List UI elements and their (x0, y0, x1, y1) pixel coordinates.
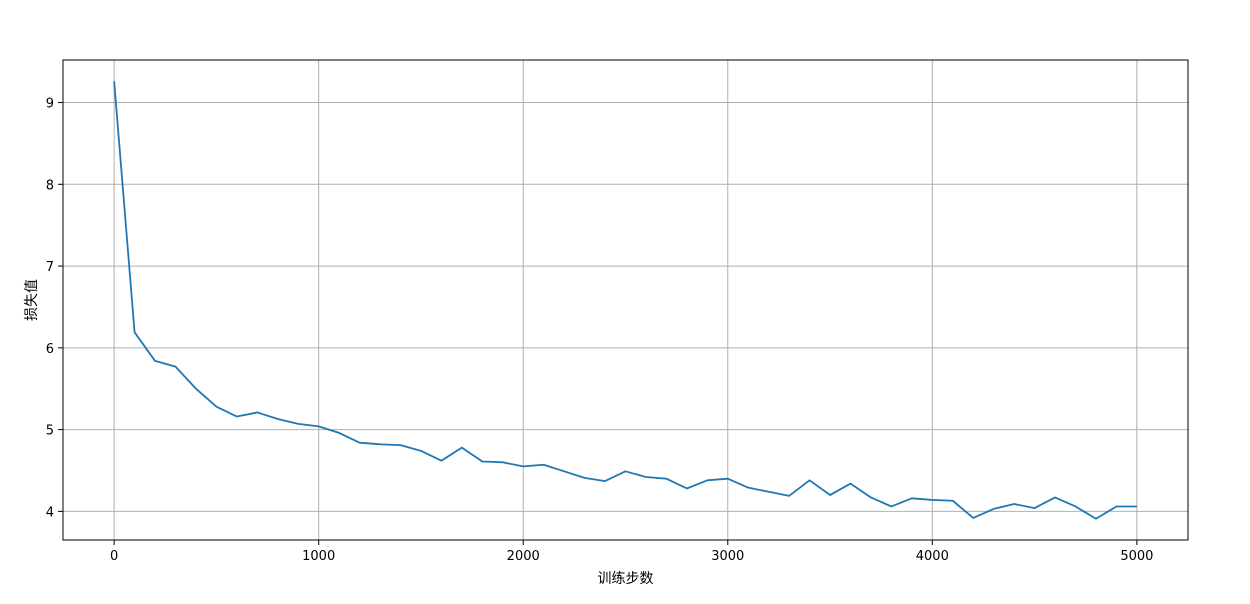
x-tick-label: 1000 (302, 549, 335, 564)
x-axis-label: 训练步数 (598, 571, 654, 587)
x-tick-label: 5000 (1120, 549, 1153, 564)
x-tick-label: 3000 (711, 549, 744, 564)
x-tick-label: 0 (110, 549, 118, 564)
y-tick-label: 6 (46, 342, 54, 357)
y-tick-label: 5 (46, 424, 54, 439)
x-tick-label: 4000 (916, 549, 949, 564)
plot-area-frame (62, 59, 1189, 541)
y-tick-label: 8 (46, 178, 54, 193)
series-line-0 (113, 81, 1137, 520)
axis-ticks: 0 1000 2000 3000 4000 5000 4 5 6 7 8 9 (46, 97, 1154, 564)
y-tick-label: 4 (46, 505, 54, 520)
x-tick-label: 2000 (507, 549, 540, 564)
y-tick-label: 7 (46, 260, 54, 275)
series-group (113, 81, 1137, 520)
y-axis-label: 损失值 (24, 279, 40, 321)
y-tick-label: 9 (46, 97, 54, 112)
grid-lines (63, 60, 1188, 540)
